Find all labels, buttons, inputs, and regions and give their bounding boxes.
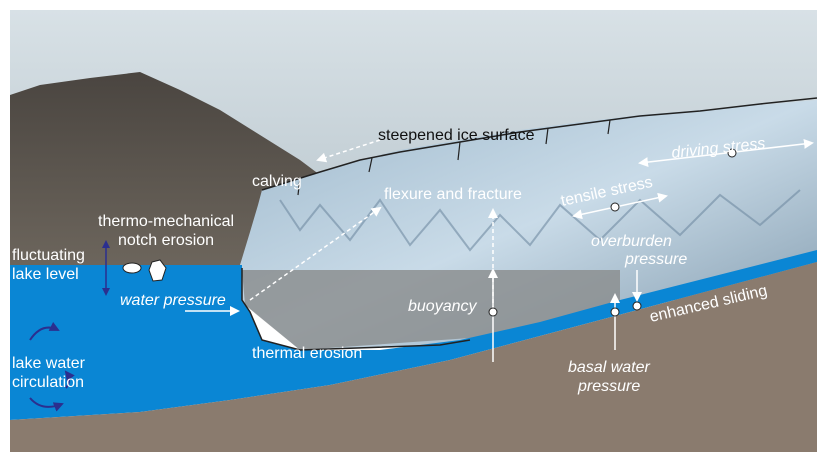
iceberg	[148, 259, 167, 282]
surface-teeth	[297, 119, 611, 196]
glacier-bed	[10, 262, 817, 452]
label-fluctuating: fluctuating	[12, 247, 85, 264]
label-overburden-pressure: pressure	[624, 251, 687, 268]
label-water-pressure: water pressure	[120, 292, 226, 309]
circulation-arrow	[29, 397, 64, 412]
driving-point	[727, 148, 737, 158]
basal-water-point	[610, 307, 620, 317]
circulation-arrow	[29, 321, 60, 341]
buoyancy-point	[488, 307, 498, 317]
ice-surface-line	[261, 97, 817, 191]
label-buoyancy: buoyancy	[408, 298, 477, 315]
ice-front-outline	[241, 268, 471, 351]
lake-water	[10, 250, 817, 420]
label-notch-erosion: notch erosion	[118, 232, 214, 249]
label-thermal-erosion: thermal erosion	[252, 345, 362, 362]
label-overburden: overburden	[591, 233, 672, 250]
circulation-arrow	[64, 370, 75, 389]
label-calving: calving	[252, 173, 302, 190]
label-thermo-mechanical: thermo-mechanical	[98, 213, 234, 230]
lake-surface-reflection	[242, 270, 620, 350]
label-lake-water: lake water	[12, 355, 86, 372]
calving-dashed-arrow	[316, 139, 381, 163]
label-basal-water-pressure: pressure	[577, 378, 640, 395]
tensile-stress-arrow	[572, 192, 668, 220]
flexure-dashed-arrow	[249, 206, 382, 301]
label-lake-level: lake level	[12, 266, 79, 283]
ice-crevasses	[279, 189, 801, 252]
label-circulation: circulation	[12, 374, 84, 391]
label-flexure-and-fracture: flexure and fracture	[384, 186, 522, 203]
tensile-point	[610, 202, 620, 212]
driving-stress-arrow	[638, 138, 814, 168]
iceberg	[122, 262, 142, 274]
overburden-point	[632, 301, 642, 311]
label-steepened-ice-surface: steepened ice surface	[378, 127, 535, 144]
mountain	[10, 72, 320, 270]
label-basal-water: basal water	[568, 359, 650, 376]
